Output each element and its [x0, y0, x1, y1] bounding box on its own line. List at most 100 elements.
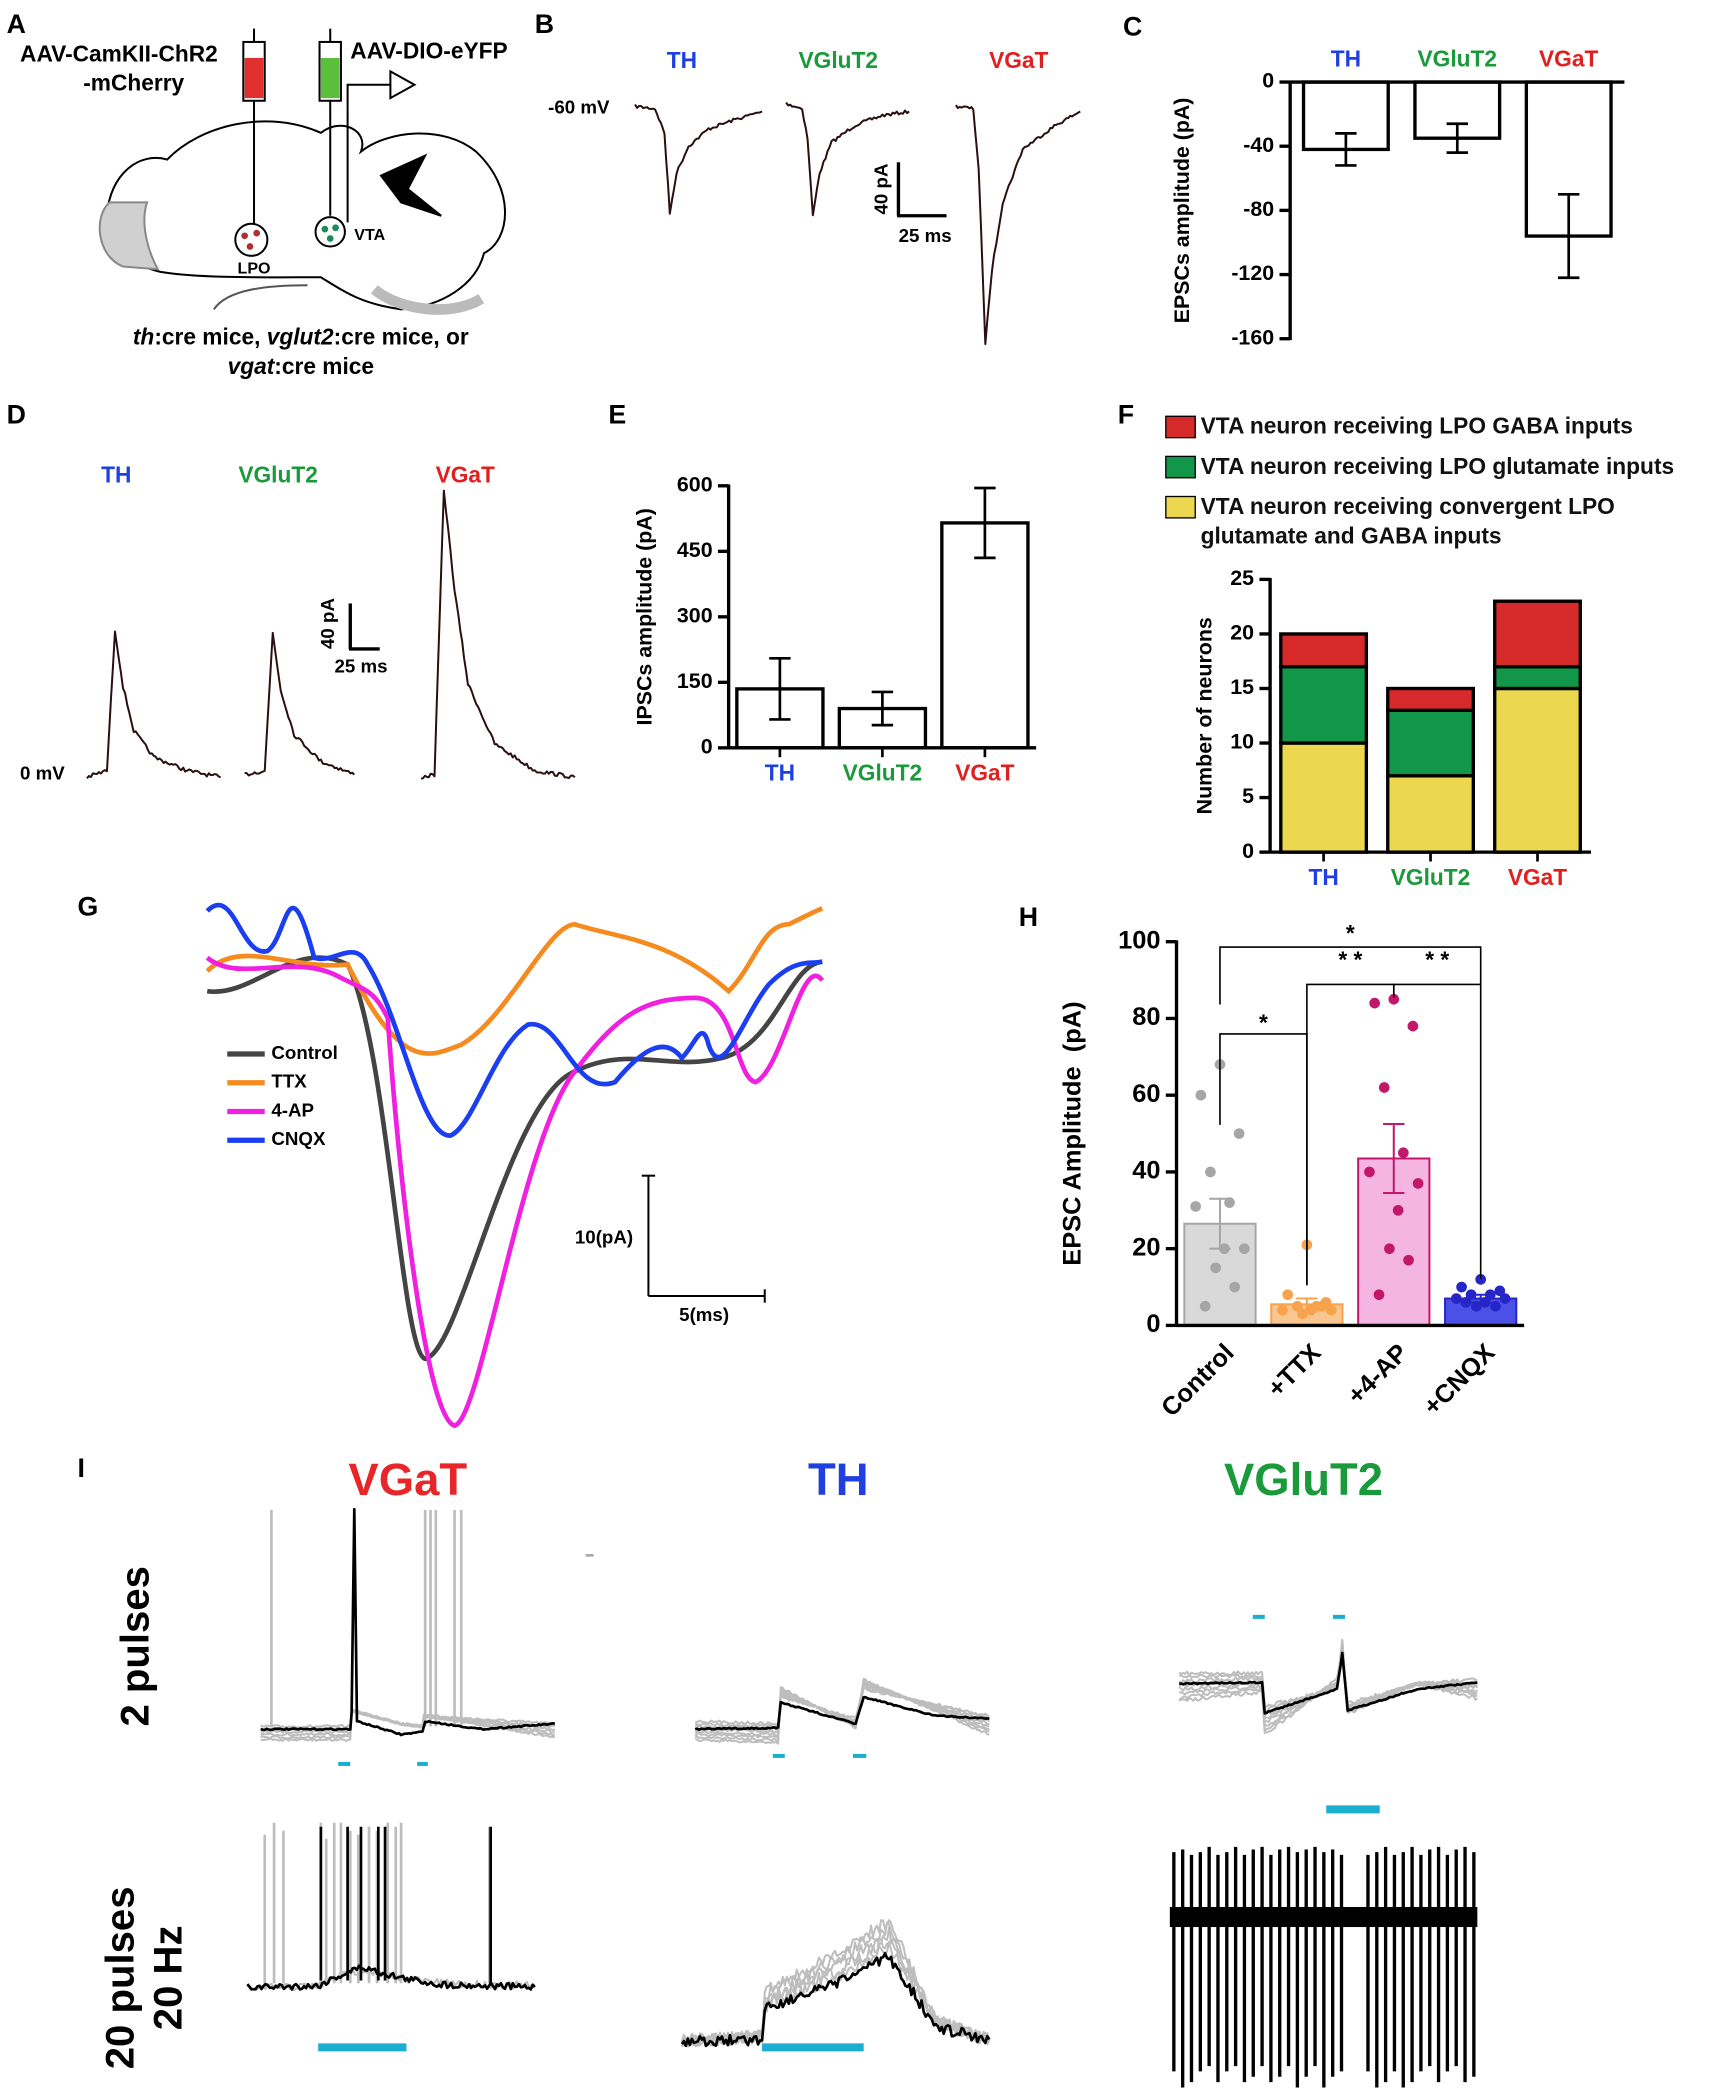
- legend-label: VTA neuron receiving LPO glutamate input…: [1200, 453, 1675, 480]
- x-tick-label: VGaT: [955, 760, 1014, 786]
- y-axis-label: EPSC Amplitude (pA): [1058, 1001, 1086, 1265]
- trace: [1179, 1651, 1478, 1715]
- column-title: TH: [808, 1454, 869, 1505]
- brain-outline: [105, 120, 507, 311]
- data-point: [1224, 1197, 1235, 1208]
- panel-letter: C: [1123, 12, 1142, 42]
- y-tick-label: 25: [1230, 566, 1254, 590]
- syringe-fill-green: [320, 57, 340, 99]
- brainstem: [370, 285, 485, 315]
- cell: [321, 225, 329, 233]
- panel-letter: E: [608, 399, 626, 429]
- x-tick-label: TH: [765, 760, 795, 786]
- y-tick-label: 600: [677, 472, 713, 496]
- group-label: VGaT: [436, 461, 495, 487]
- recording-arrow-head: [389, 69, 417, 100]
- y-tick-label: -40: [1243, 133, 1274, 157]
- trace: [244, 631, 355, 777]
- virus-label: AAV-CamKII-ChR2: [20, 40, 218, 66]
- legend-label: CNQX: [271, 1128, 326, 1149]
- virus-label: AAV-DIO-eYFP: [350, 38, 507, 64]
- trace: [680, 1951, 991, 2048]
- caption: vgat:cre mice: [228, 353, 375, 379]
- y-tick-label: 0: [1262, 69, 1274, 93]
- data-point: [1282, 1289, 1294, 1301]
- trace: [205, 955, 825, 1429]
- error-bar: [974, 486, 996, 560]
- x-tick-label: Control: [1156, 1339, 1240, 1423]
- cell: [253, 229, 261, 237]
- trace: [420, 489, 576, 780]
- x-tick-label: +4-AP: [1342, 1339, 1413, 1410]
- caption-part: :cre mice, or: [334, 324, 469, 350]
- trace: [246, 1964, 536, 1991]
- data-point: [1229, 1281, 1241, 1293]
- data-point: [1291, 1300, 1303, 1312]
- significance-label: * *: [1425, 947, 1449, 973]
- bar-segment: [1386, 708, 1475, 778]
- data-point: [1499, 1293, 1511, 1304]
- data-point: [1479, 1297, 1491, 1308]
- data-point: [1195, 1089, 1207, 1101]
- data-point: [1238, 1243, 1250, 1255]
- significance-label: * *: [1338, 947, 1362, 973]
- y-axis-label: Number of neurons: [1193, 617, 1217, 814]
- caption: th:cre mice, vglut2:cre mice, or: [133, 324, 469, 350]
- trace: [1178, 1641, 1478, 1717]
- recording-arrow: [346, 83, 391, 223]
- cell: [246, 243, 254, 250]
- data-point: [1205, 1166, 1216, 1178]
- data-point: [1388, 993, 1400, 1005]
- scale-label: 40 pA: [317, 598, 338, 649]
- data-point: [1412, 1178, 1424, 1189]
- x-tick-label: VGaT: [1539, 46, 1598, 72]
- data-point: [1407, 1020, 1419, 1032]
- y-tick-label: 300: [677, 603, 713, 627]
- row-label: 2 pulses: [113, 1566, 157, 1726]
- trace: [785, 101, 910, 217]
- significance-bracket: [1219, 1033, 1308, 1286]
- data-point: [1199, 1300, 1211, 1312]
- x-tick-label: VGluT2: [1391, 864, 1471, 890]
- holding-label: -60 mV: [548, 97, 610, 118]
- injection-site: [314, 216, 346, 248]
- error-bar: [1335, 132, 1357, 167]
- data-point: [1475, 1274, 1487, 1285]
- y-tick-label: 20: [1230, 621, 1254, 645]
- y-tick-label: 450: [677, 538, 713, 562]
- data-point: [1384, 1243, 1395, 1255]
- y-axis-label: IPSCs amplitude (pA): [632, 508, 656, 725]
- data-point: [1373, 1289, 1385, 1301]
- cell: [241, 232, 249, 240]
- scale-label: 25 ms: [899, 225, 952, 246]
- legend-swatch: [1165, 415, 1196, 439]
- x-tick-label: VGaT: [1508, 864, 1567, 890]
- trace: [1178, 1638, 1478, 1714]
- trace: [260, 1708, 556, 1737]
- data-point: [1465, 1289, 1477, 1301]
- group-label: VGaT: [989, 47, 1048, 73]
- data-point: [1218, 1243, 1230, 1255]
- syringe-fill-red: [244, 57, 264, 99]
- data-point: [1233, 1128, 1245, 1139]
- region-label: LPO: [238, 259, 271, 277]
- panel-letter: G: [78, 891, 99, 921]
- region-label: VTA: [354, 226, 385, 244]
- group-label: VGluT2: [799, 47, 879, 73]
- panel-letter: A: [7, 9, 26, 39]
- significance-bracket: [1219, 946, 1482, 1279]
- bar-segment: [1493, 686, 1582, 854]
- data-point: [1364, 1166, 1375, 1178]
- bar-segment: [1279, 664, 1369, 745]
- data-point: [1470, 1300, 1482, 1312]
- caption-part: vgat: [228, 353, 276, 379]
- virus-label: -mCherry: [83, 70, 184, 96]
- y-tick-label: 0: [1242, 839, 1254, 863]
- data-point: [1297, 1308, 1308, 1320]
- panel-letter: F: [1118, 399, 1134, 429]
- y-tick-label: 0: [701, 735, 713, 759]
- x-tick-label: +CNQX: [1418, 1339, 1500, 1421]
- trace: [694, 1695, 990, 1732]
